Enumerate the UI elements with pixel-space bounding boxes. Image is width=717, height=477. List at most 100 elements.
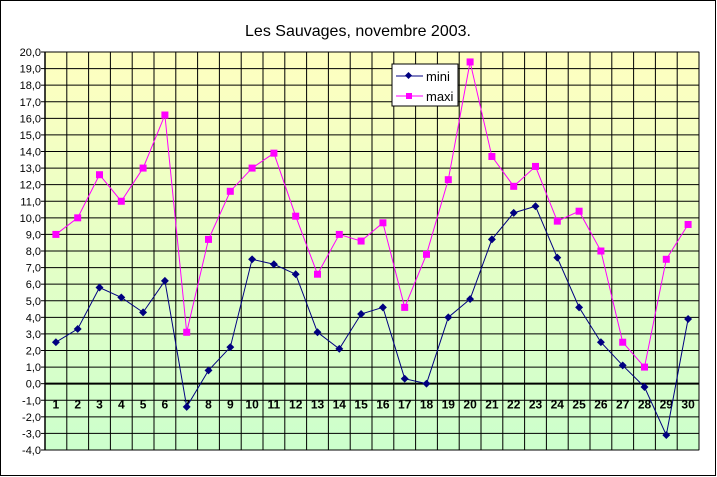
data-point-mini xyxy=(160,276,169,285)
x-tick-label: 3 xyxy=(96,398,103,412)
chart-title: Les Sauvages, novembre 2003. xyxy=(245,23,471,40)
data-point-mini xyxy=(487,235,496,244)
data-point-maxi xyxy=(139,164,147,172)
y-tick-label: 20,0 xyxy=(20,47,41,59)
x-tick-label: 13 xyxy=(311,398,325,412)
y-tick-label: 9,0 xyxy=(26,229,41,241)
y-tick-label: 14,0 xyxy=(20,147,41,159)
data-point-mini xyxy=(400,374,409,383)
data-point-mini xyxy=(662,431,671,440)
data-point-maxi xyxy=(314,270,321,278)
y-tick-label: 2,0 xyxy=(26,346,41,358)
data-point-mini xyxy=(139,308,148,317)
x-tick-label: 4 xyxy=(118,398,125,412)
series-line-mini xyxy=(55,205,689,437)
x-tick-label: 22 xyxy=(507,398,521,412)
data-point-mini xyxy=(335,344,344,353)
y-tick-label: 5,0 xyxy=(26,296,41,308)
data-point-maxi xyxy=(270,149,278,157)
y-tick-label: 0,0 xyxy=(26,379,41,391)
data-point-mini xyxy=(466,295,475,304)
data-point-maxi xyxy=(488,152,496,160)
data-point-mini xyxy=(531,202,540,211)
data-point-maxi xyxy=(205,235,212,243)
x-tick-label: 29 xyxy=(660,398,674,412)
data-point-mini xyxy=(378,303,387,312)
x-tick-label: 1 xyxy=(53,398,60,412)
x-tick-label: 6 xyxy=(162,398,169,412)
x-tick-label: 28 xyxy=(638,398,652,412)
data-point-mini xyxy=(248,255,257,264)
data-point-maxi xyxy=(401,303,409,311)
x-tick-label: 23 xyxy=(529,398,543,412)
y-tick-label: 19,0 xyxy=(20,64,41,76)
x-tick-label: 21 xyxy=(485,398,499,412)
y-tick-label: 6,0 xyxy=(26,279,41,291)
legend-marker-mini xyxy=(404,71,413,80)
data-point-mini xyxy=(313,328,322,337)
data-point-maxi xyxy=(248,164,256,172)
data-point-maxi xyxy=(597,247,605,255)
legend-label-mini: mini xyxy=(426,69,450,84)
data-point-mini xyxy=(422,379,431,388)
y-tick-label: -3,0 xyxy=(22,428,41,440)
data-point-maxi xyxy=(684,220,692,228)
data-point-mini xyxy=(269,260,278,269)
y-tick-label: 15,0 xyxy=(20,130,41,142)
legend: mini maxi xyxy=(391,63,459,107)
y-tick-label: 1,0 xyxy=(26,362,41,374)
legend-label-maxi: maxi xyxy=(426,89,454,104)
data-point-maxi xyxy=(52,230,60,238)
x-tick-label: 15 xyxy=(354,398,368,412)
x-tick-label: 9 xyxy=(227,398,234,412)
data-point-maxi xyxy=(117,197,125,205)
y-tick-label: 8,0 xyxy=(26,246,41,258)
data-point-maxi xyxy=(96,171,103,179)
y-tick-label: 11,0 xyxy=(20,196,41,208)
data-point-mini xyxy=(640,383,649,391)
y-tick-label: 18,0 xyxy=(20,80,41,92)
x-tick-label: 8 xyxy=(205,398,212,412)
x-tick-label: 16 xyxy=(376,398,390,412)
data-point-maxi xyxy=(619,338,627,346)
y-tick-label: 3,0 xyxy=(26,329,41,341)
y-tick-label: 10,0 xyxy=(20,213,41,225)
x-tick-label: 14 xyxy=(333,398,347,412)
x-tick-label: 26 xyxy=(594,398,608,412)
y-tick-label: -1,0 xyxy=(22,395,41,407)
data-point-maxi xyxy=(292,212,300,220)
y-tick-label: -2,0 xyxy=(22,412,41,424)
data-point-maxi xyxy=(357,237,365,245)
data-point-maxi xyxy=(74,214,82,222)
y-tick-label: 16,0 xyxy=(20,113,41,125)
x-tick-label: 27 xyxy=(616,398,630,412)
x-tick-label: 19 xyxy=(442,398,456,412)
data-point-maxi xyxy=(553,217,561,225)
x-tick-label: 25 xyxy=(572,398,586,412)
legend-marker-maxi xyxy=(406,93,412,99)
data-point-maxi xyxy=(444,176,452,184)
data-point-maxi xyxy=(662,255,670,263)
y-tick-label: 13,0 xyxy=(20,163,41,175)
data-point-maxi xyxy=(226,187,234,195)
x-tick-label: 18 xyxy=(420,398,434,412)
data-point-mini xyxy=(291,270,300,279)
data-point-maxi xyxy=(510,182,518,190)
data-point-maxi xyxy=(335,230,343,238)
data-point-mini xyxy=(444,313,453,322)
data-point-maxi xyxy=(466,58,474,66)
data-point-maxi xyxy=(379,219,387,227)
x-tick-label: 20 xyxy=(463,398,477,412)
data-point-mini xyxy=(509,208,518,217)
x-tick-label: 17 xyxy=(398,398,412,412)
y-tick-label: -4,0 xyxy=(22,445,41,457)
x-tick-label: 30 xyxy=(681,398,695,412)
data-point-mini xyxy=(226,343,235,352)
x-tick-label: 2 xyxy=(74,398,81,412)
y-tick-label: 17,0 xyxy=(20,97,41,109)
x-tick-label: 24 xyxy=(551,398,565,412)
data-point-maxi xyxy=(641,363,648,371)
series-line-maxi xyxy=(55,61,689,369)
data-point-maxi xyxy=(183,328,191,336)
x-tick-label: 12 xyxy=(289,398,303,412)
